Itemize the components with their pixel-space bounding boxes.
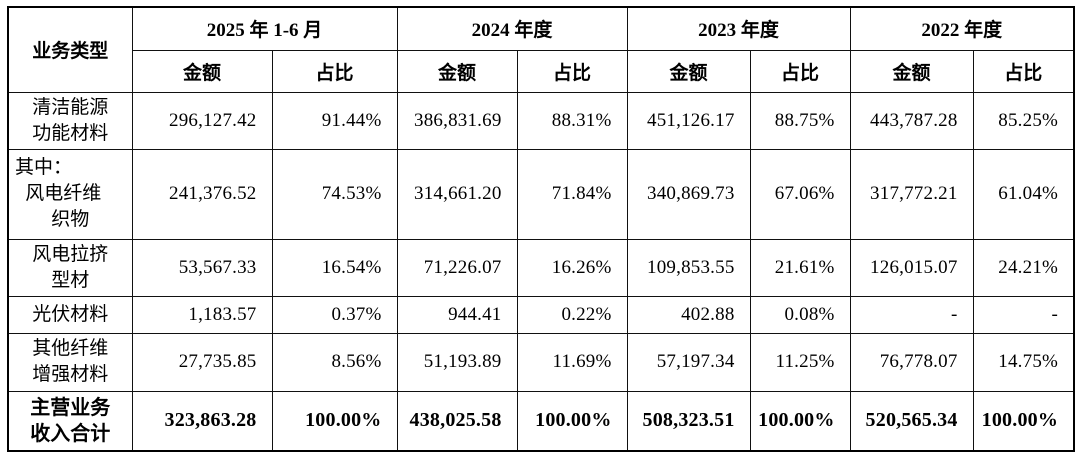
amount-cell: 317,772.21 xyxy=(849,148,974,240)
amount-cell: 57,197.34 xyxy=(626,332,751,392)
period-header-2024: 2024 年度 xyxy=(396,6,628,51)
amount-cell: 109,853.55 xyxy=(626,238,751,297)
amount-cell: 126,015.07 xyxy=(849,238,974,297)
ratio-cell: - xyxy=(972,295,1075,334)
ratio-cell: 88.31% xyxy=(516,91,628,150)
amount-cell: 402.88 xyxy=(626,295,751,334)
amount-cell-total: 520,565.34 xyxy=(849,390,974,452)
ratio-cell: 24.21% xyxy=(972,238,1075,297)
amount-cell: 451,126.17 xyxy=(626,91,751,150)
ratio-cell-total: 100.00% xyxy=(271,390,398,452)
amount-header-2023: 金额 xyxy=(626,49,751,93)
ratio-cell: 85.25% xyxy=(972,91,1075,150)
table-row-other-fiber-reinforced-materials: 其他纤维 增强材料 27,735.85 8.56% 51,193.89 11.6… xyxy=(7,332,1075,392)
amount-cell: 51,193.89 xyxy=(396,332,518,392)
header-row-subcolumns: 金额 占比 金额 占比 金额 占比 金额 占比 xyxy=(8,49,1075,93)
amount-cell-total: 323,863.28 xyxy=(131,390,273,452)
row-label: 其中： 风电纤维 织物 xyxy=(7,148,133,240)
header-row-periods: 业务类型 2025 年 1-6 月 2024 年度 2023 年度 2022 年… xyxy=(7,6,1075,93)
row-label: 风电拉挤 型材 xyxy=(7,238,133,297)
row-label: 其他纤维 增强材料 xyxy=(7,332,133,392)
ratio-cell: 0.37% xyxy=(271,295,398,334)
amount-cell: 53,567.33 xyxy=(131,238,273,297)
ratio-cell-total: 100.00% xyxy=(516,390,628,452)
amount-cell: 944.41 xyxy=(396,295,518,334)
amount-cell: 241,376.52 xyxy=(131,148,273,240)
corner-header-business-type: 业务类型 xyxy=(7,6,133,93)
ratio-cell: 74.53% xyxy=(271,148,398,240)
amount-cell: 76,778.07 xyxy=(849,332,974,392)
amount-cell: 296,127.42 xyxy=(131,91,273,150)
table-row-wind-fiber-fabric: 其中： 风电纤维 织物 241,376.52 74.53% 314,661.20… xyxy=(7,148,1075,240)
amount-cell: 386,831.69 xyxy=(396,91,518,150)
ratio-cell-total: 100.00% xyxy=(972,390,1075,452)
ratio-cell: 11.69% xyxy=(516,332,628,392)
amount-cell: 443,787.28 xyxy=(849,91,974,150)
amount-header-2022: 金额 xyxy=(849,49,974,93)
amount-header-2025h1: 金额 xyxy=(131,49,273,93)
period-header-2022: 2022 年度 xyxy=(849,6,1075,51)
amount-cell: 314,661.20 xyxy=(396,148,518,240)
row-label: 清洁能源 功能材料 xyxy=(7,91,133,150)
ratio-header-2023: 占比 xyxy=(749,49,851,93)
ratio-cell-total: 100.00% xyxy=(749,390,851,452)
ratio-cell: 16.54% xyxy=(271,238,398,297)
table-row-wind-pultrusion-profiles: 风电拉挤 型材 53,567.33 16.54% 71,226.07 16.26… xyxy=(7,238,1075,297)
ratio-cell: 11.25% xyxy=(749,332,851,392)
table-row-clean-energy-materials: 清洁能源 功能材料 296,127.42 91.44% 386,831.69 8… xyxy=(7,91,1075,150)
row-label-total: 主营业务 收入合计 xyxy=(7,390,133,452)
period-header-2023: 2023 年度 xyxy=(626,6,851,51)
period-header-2025h1: 2025 年 1-6 月 xyxy=(131,6,398,51)
amount-cell: - xyxy=(849,295,974,334)
ratio-cell: 16.26% xyxy=(516,238,628,297)
amount-cell: 340,869.73 xyxy=(626,148,751,240)
ratio-cell: 91.44% xyxy=(271,91,398,150)
ratio-cell: 21.61% xyxy=(749,238,851,297)
table-row-main-business-revenue-total: 主营业务 收入合计 323,863.28 100.00% 438,025.58 … xyxy=(7,390,1075,452)
ratio-cell: 61.04% xyxy=(972,148,1075,240)
ratio-cell: 67.06% xyxy=(749,148,851,240)
amount-cell-total: 438,025.58 xyxy=(396,390,518,452)
ratio-cell: 14.75% xyxy=(972,332,1075,392)
ratio-header-2022: 占比 xyxy=(972,49,1075,93)
amount-cell-total: 508,323.51 xyxy=(626,390,751,452)
amount-header-2024: 金额 xyxy=(396,49,518,93)
ratio-cell: 0.22% xyxy=(516,295,628,334)
revenue-by-business-type-table: 业务类型 2025 年 1-6 月 2024 年度 2023 年度 2022 年… xyxy=(7,6,1076,452)
amount-cell: 27,735.85 xyxy=(131,332,273,392)
amount-cell: 71,226.07 xyxy=(396,238,518,297)
ratio-header-2025h1: 占比 xyxy=(271,49,398,93)
ratio-cell: 0.08% xyxy=(749,295,851,334)
row-label: 光伏材料 xyxy=(7,295,133,334)
ratio-header-2024: 占比 xyxy=(516,49,628,93)
table-row-photovoltaic-materials: 光伏材料 1,183.57 0.37% 944.41 0.22% 402.88 … xyxy=(7,295,1075,334)
ratio-cell: 88.75% xyxy=(749,91,851,150)
ratio-cell: 8.56% xyxy=(271,332,398,392)
amount-cell: 1,183.57 xyxy=(131,295,273,334)
ratio-cell: 71.84% xyxy=(516,148,628,240)
